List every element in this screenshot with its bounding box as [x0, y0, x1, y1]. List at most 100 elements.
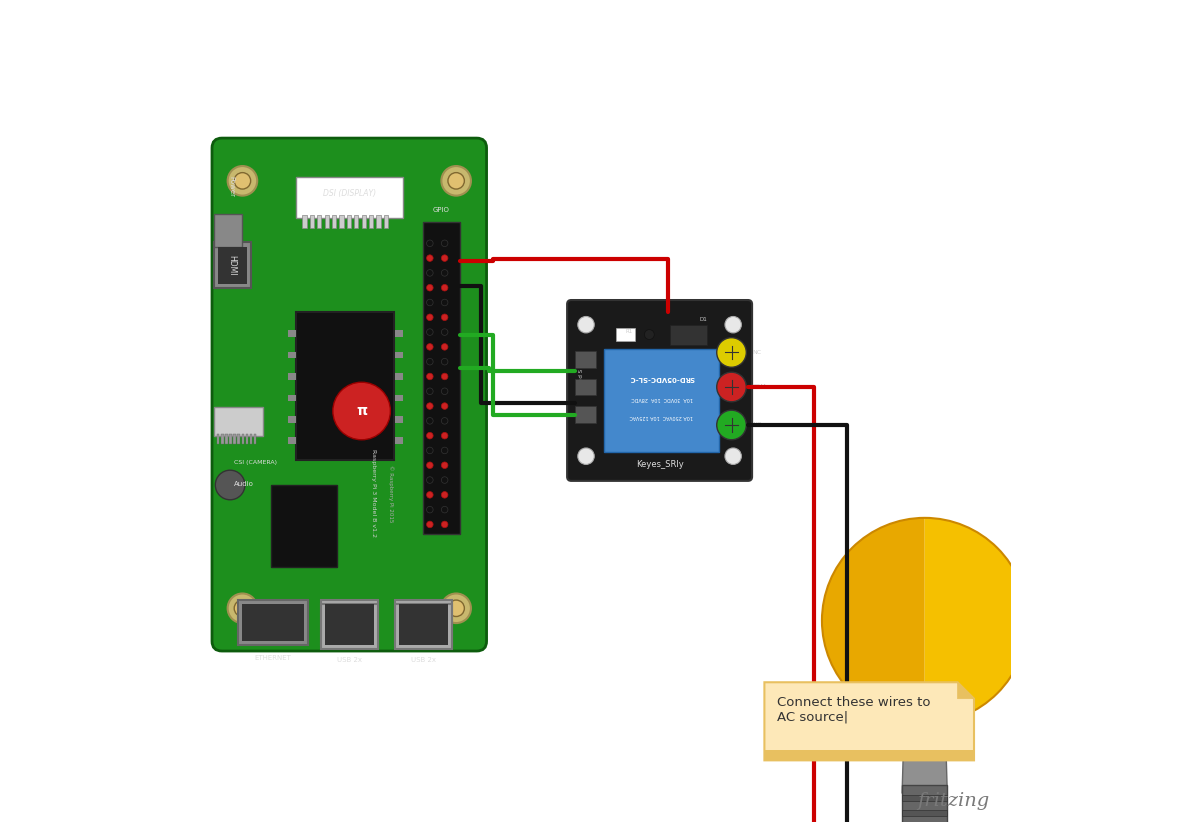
Wedge shape [822, 518, 925, 723]
Bar [246, 434, 248, 444]
Bar [288, 330, 296, 337]
Bar [229, 434, 232, 444]
Circle shape [442, 299, 448, 306]
Text: NC: NC [752, 350, 761, 355]
Circle shape [426, 432, 433, 439]
Text: CSI (CAMERA): CSI (CAMERA) [234, 460, 277, 465]
Bar [226, 434, 228, 444]
Bar [214, 407, 263, 436]
Text: COM: COM [752, 385, 767, 390]
Bar [214, 214, 242, 247]
Circle shape [426, 270, 433, 276]
Bar [320, 604, 378, 649]
Text: 10A 250VAC  10A 125VAC: 10A 250VAC 10A 125VAC [630, 413, 694, 418]
Circle shape [442, 462, 448, 469]
Circle shape [426, 388, 433, 395]
Circle shape [426, 521, 433, 528]
Circle shape [448, 600, 464, 616]
Bar [271, 485, 337, 567]
Text: HDMI: HDMI [227, 255, 236, 275]
Circle shape [716, 410, 746, 440]
Text: ETHERNET: ETHERNET [254, 655, 292, 661]
Circle shape [725, 316, 742, 333]
Text: R1: R1 [625, 329, 632, 334]
Bar [902, 810, 947, 816]
Circle shape [442, 492, 448, 498]
Bar [233, 434, 236, 444]
Circle shape [716, 372, 746, 402]
Circle shape [442, 255, 448, 261]
Circle shape [234, 600, 251, 616]
Circle shape [442, 358, 448, 365]
Text: GPIO: GPIO [433, 206, 450, 213]
Bar [320, 600, 378, 645]
Bar [395, 604, 452, 649]
Bar [575, 379, 596, 395]
Bar [395, 373, 403, 380]
Bar [395, 416, 403, 423]
Bar [424, 222, 461, 534]
Text: π: π [356, 404, 367, 418]
Circle shape [426, 373, 433, 380]
Bar [288, 416, 296, 423]
Text: SRD-05VDC-SL-C: SRD-05VDC-SL-C [629, 375, 695, 381]
Polygon shape [902, 723, 947, 793]
Circle shape [442, 447, 448, 454]
Bar [604, 349, 719, 452]
Bar [214, 242, 251, 288]
Circle shape [442, 388, 448, 395]
Bar [764, 750, 974, 760]
Bar [395, 395, 403, 401]
Bar [575, 406, 596, 423]
Bar [617, 328, 635, 341]
Circle shape [442, 506, 448, 513]
Bar [370, 215, 373, 228]
Bar [902, 785, 947, 822]
Bar [242, 604, 304, 641]
Bar [288, 437, 296, 444]
Bar [354, 215, 359, 228]
Bar [395, 330, 403, 337]
Text: USB 2x: USB 2x [410, 657, 436, 663]
Text: Power: Power [229, 176, 235, 197]
Bar [288, 373, 296, 380]
Bar [325, 608, 374, 645]
Circle shape [442, 418, 448, 424]
Bar [575, 351, 596, 367]
Circle shape [426, 418, 433, 424]
Circle shape [442, 403, 448, 409]
Bar [377, 215, 380, 228]
Bar [398, 604, 448, 641]
Circle shape [426, 403, 433, 409]
Bar [217, 247, 246, 284]
Circle shape [442, 593, 470, 623]
Circle shape [234, 173, 251, 189]
Bar [288, 352, 296, 358]
Circle shape [426, 447, 433, 454]
Text: ON Led S: ON Led S [580, 369, 584, 395]
Bar [902, 795, 947, 801]
Bar [254, 434, 257, 444]
Circle shape [442, 521, 448, 528]
Circle shape [426, 358, 433, 365]
Circle shape [442, 432, 448, 439]
Bar [221, 434, 223, 444]
Bar [317, 215, 322, 228]
Bar [325, 604, 374, 641]
Circle shape [716, 338, 746, 367]
Bar [296, 177, 403, 218]
Text: Keyes_SRly: Keyes_SRly [636, 460, 684, 469]
Text: DSI (DISPLAY): DSI (DISPLAY) [323, 189, 376, 197]
Circle shape [228, 593, 257, 623]
Circle shape [426, 284, 433, 291]
Circle shape [426, 506, 433, 513]
FancyBboxPatch shape [212, 138, 486, 651]
FancyBboxPatch shape [568, 300, 752, 481]
Circle shape [442, 166, 470, 196]
Text: Raspberry Pi 3 Model B v1.2: Raspberry Pi 3 Model B v1.2 [372, 449, 377, 538]
Text: Connect these wires to
AC source|: Connect these wires to AC source| [776, 695, 930, 723]
Wedge shape [925, 518, 1027, 723]
Bar [239, 600, 308, 645]
Circle shape [442, 240, 448, 247]
Bar [395, 437, 403, 444]
